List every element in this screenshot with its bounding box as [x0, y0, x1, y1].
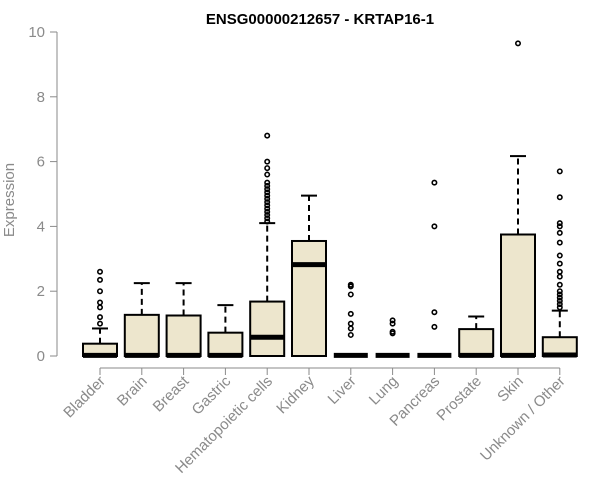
x-tick-label: Breast	[150, 372, 193, 415]
outlier-point	[431, 179, 438, 186]
y-axis: 0 2 4 6 8 10	[28, 24, 561, 375]
outlier-point	[264, 192, 271, 199]
outlier-point	[264, 212, 271, 219]
outlier-point	[514, 40, 521, 47]
outlier-point	[264, 158, 271, 165]
chart-title: ENSG00000212657 - KRTAP16-1	[206, 11, 434, 28]
x-tick-label: Lung	[366, 373, 402, 409]
outlier-point	[431, 309, 438, 316]
outlier-point	[556, 297, 563, 304]
box-iqr	[123, 313, 160, 357]
outlier-point	[556, 239, 563, 246]
outlier-point	[347, 331, 354, 338]
y-tick-label: 6	[37, 154, 45, 171]
x-tick-label: Prostate	[433, 373, 485, 425]
outlier-point	[264, 171, 271, 178]
outlier-point	[389, 328, 396, 335]
outlier-point	[97, 304, 104, 311]
outlier-point	[556, 252, 563, 259]
outlier-point	[347, 291, 354, 298]
outlier-point	[556, 168, 563, 175]
outlier-point	[431, 223, 438, 230]
outlier-point	[556, 304, 563, 311]
outlier-point	[264, 195, 271, 202]
outlier-point	[264, 202, 271, 209]
outlier-point	[97, 288, 104, 295]
outlier-point	[389, 320, 396, 327]
outlier-point	[264, 179, 271, 186]
outlier-point	[97, 299, 104, 306]
outlier-point	[347, 281, 354, 288]
box-prostate	[458, 315, 495, 358]
outlier-point	[264, 189, 271, 196]
outlier-point	[264, 215, 271, 222]
outlier-point	[97, 268, 104, 275]
outlier-point	[389, 317, 396, 324]
outlier-point	[264, 205, 271, 212]
outlier-point	[97, 276, 104, 283]
y-tick-label: 0	[37, 348, 45, 365]
y-tick-label: 2	[37, 283, 45, 300]
y-tick-label: 4	[37, 218, 45, 235]
outlier-point	[556, 194, 563, 201]
box-lung	[375, 317, 410, 358]
y-tick-label: 8	[37, 89, 45, 106]
outlier-point	[264, 182, 271, 189]
box-iqr	[249, 300, 286, 357]
outlier-point	[264, 132, 271, 139]
box-unknown-other	[541, 168, 578, 358]
outlier-point	[347, 325, 354, 332]
box-hematopoietic-cells	[249, 132, 286, 357]
outlier-point	[264, 199, 271, 206]
outlier-point	[556, 268, 563, 275]
outlier-point	[556, 291, 563, 298]
outlier-point	[556, 229, 563, 236]
outlier-point	[556, 294, 563, 301]
box-skin	[500, 40, 536, 358]
x-tick-label: Kidney	[273, 372, 318, 417]
box-iqr	[500, 233, 536, 357]
outlier-point	[347, 310, 354, 317]
outlier-point	[556, 260, 563, 267]
box-iqr	[458, 328, 495, 358]
outlier-point	[97, 314, 104, 321]
outlier-point	[97, 320, 104, 327]
outlier-point	[264, 186, 271, 193]
box-breast	[165, 282, 202, 358]
outlier-point	[264, 165, 271, 172]
box-iqr	[291, 239, 327, 357]
outlier-point	[264, 208, 271, 215]
outlier-point	[264, 218, 271, 225]
outlier-point	[556, 281, 563, 288]
y-axis-label: Expression	[1, 163, 18, 237]
outlier-point	[556, 223, 563, 230]
box-pancreas	[417, 179, 452, 358]
x-tick-label: Skin	[494, 373, 527, 406]
box-gastric	[207, 304, 244, 358]
boxes	[82, 40, 578, 358]
outlier-point	[556, 301, 563, 308]
outlier-point	[347, 320, 354, 327]
box-iqr	[165, 314, 202, 357]
x-tick-label: Bladder	[60, 373, 109, 422]
box-kidney	[291, 194, 327, 357]
box-bladder	[82, 268, 118, 358]
outlier-point	[556, 273, 563, 280]
y-tick-label: 10	[28, 24, 45, 41]
x-tick-label: Brain	[114, 373, 151, 410]
outlier-point	[556, 288, 563, 295]
box-brain	[123, 282, 160, 358]
outlier-point	[556, 220, 563, 227]
box-liver	[333, 281, 368, 358]
x-tick-label: Liver	[325, 373, 360, 408]
box-iqr	[207, 331, 244, 357]
outlier-point	[431, 323, 438, 330]
